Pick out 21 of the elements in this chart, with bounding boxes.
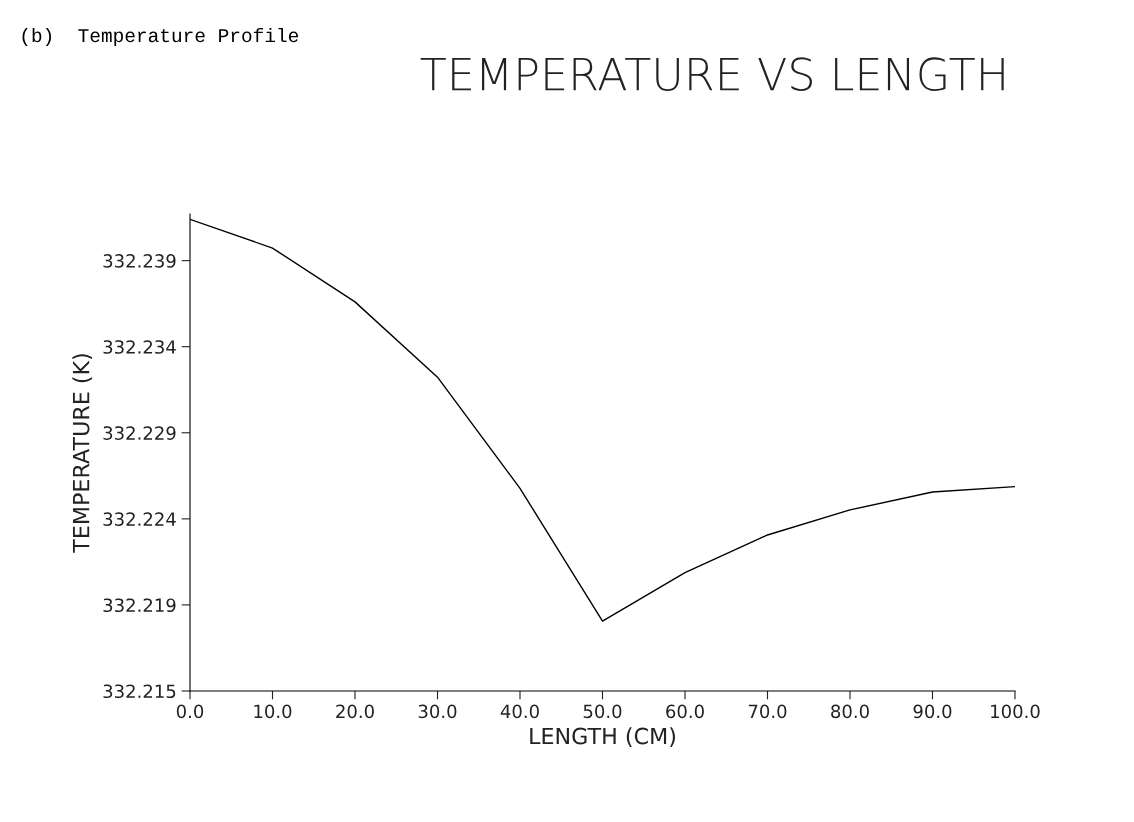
x-tick-label: 60.0 [666,704,704,719]
y-tick-label: 332.234 [103,340,176,354]
x-tick-label: 80.0 [831,704,869,719]
x-axis-title: LENGTH (CM) [530,727,676,748]
y-tick-label: 332.215 [103,684,176,699]
x-tick-label: 10.0 [254,704,292,719]
x-tick-label: 30.0 [418,704,457,719]
y-tick-label: 332.224 [103,512,176,526]
y-tick-label: 332.239 [103,254,176,268]
chart-title: TEMPERATURE VS LENGTH [420,57,1004,91]
x-tick-label: 0.0 [176,704,204,719]
x-tick-label: 70.0 [748,704,787,719]
x-tick-label: 90.0 [913,704,952,719]
y-tick-label: 332.219 [103,598,176,613]
x-tick-label: 20.0 [336,704,374,719]
x-tick-label: 50.0 [583,704,622,719]
text: (b) Temperature Profile [22,27,299,47]
x-tick-label: 100.0 [991,704,1040,719]
x-tick-label: 40.0 [500,704,539,719]
y-axis-title: TEMPERATURE (K) [72,354,93,553]
y-tick-label: 332.229 [103,426,176,440]
